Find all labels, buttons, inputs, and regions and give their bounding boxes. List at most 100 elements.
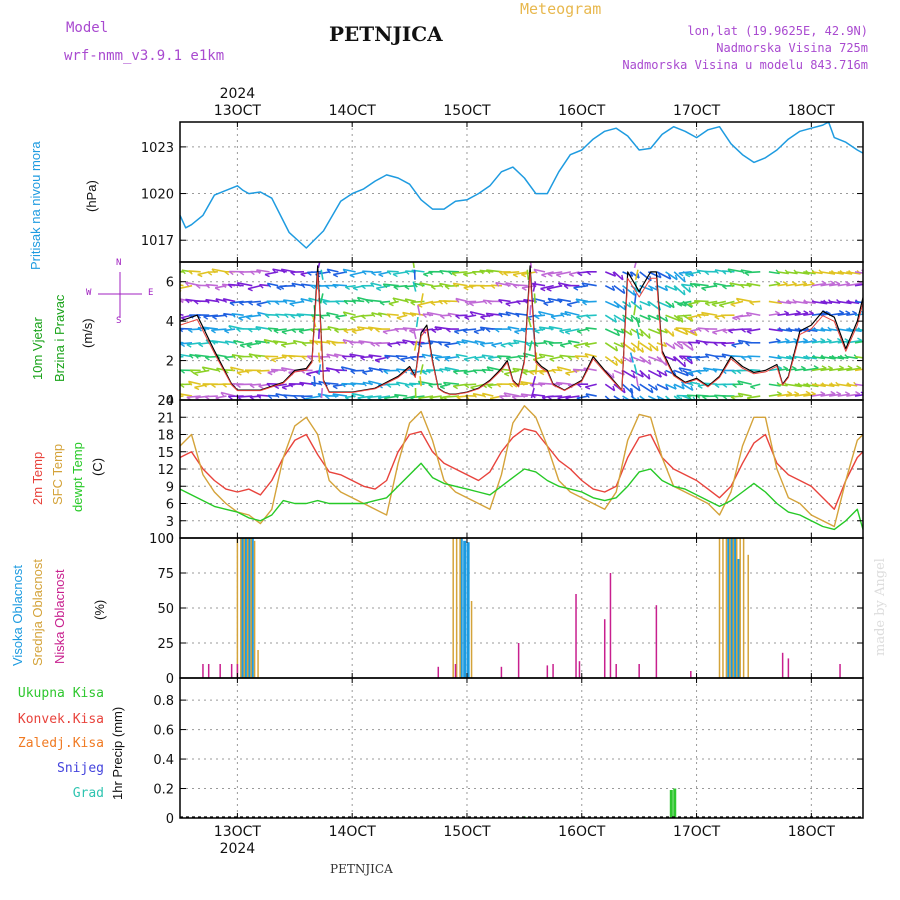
wind-arrow (416, 352, 419, 363)
wind-arrow-head (533, 343, 539, 348)
wind-arrow (731, 369, 744, 372)
wind-arrow (565, 395, 580, 399)
wind-arrow-head (207, 271, 213, 276)
wind-arrow-head (247, 328, 253, 333)
wind-arrow-head (310, 314, 316, 319)
wind-arrow (581, 282, 597, 287)
wind-arrow-head (704, 270, 710, 276)
wind-arrow-head (812, 354, 818, 360)
wind-arrow (523, 352, 537, 358)
wind-arrow-head (382, 331, 388, 335)
wind-arrow-head (667, 302, 672, 308)
wind-arrow (333, 271, 348, 276)
wind-arrow (768, 328, 783, 332)
wind-arrow-head (393, 286, 399, 291)
wind-arrow-head (220, 392, 225, 397)
wind-arrow-head (455, 354, 460, 359)
wind-arrow (794, 340, 808, 344)
model-altitude-label: Nadmorska Visina u modelu 843.716m (622, 58, 868, 72)
wind-arrow (636, 328, 640, 340)
wind-arrow (854, 355, 863, 359)
wind-arrow (639, 284, 653, 292)
wind-arrow-head (665, 384, 669, 390)
wind-arrow-head (386, 270, 392, 275)
wind-arrow-head (557, 397, 563, 400)
high-cloud-bar (463, 540, 467, 678)
wind-arrow (777, 393, 792, 397)
wind-arrow (317, 328, 321, 339)
wind-arrow (701, 284, 718, 289)
wind-arrow-head (672, 356, 677, 362)
wind-arrow-head (714, 316, 720, 320)
wind-arrow (811, 328, 826, 332)
wind-arrow-head (695, 339, 700, 345)
wind-arrow (777, 312, 789, 317)
wind-arrow-head (848, 327, 853, 332)
wind-speed-line (180, 265, 863, 395)
wind-arrow (229, 300, 244, 304)
wind-arrow (231, 313, 244, 317)
wind-arrow (854, 300, 863, 304)
wind-arrow-head (281, 354, 287, 360)
wind-arrow (529, 262, 533, 269)
wind-arrow (837, 300, 852, 305)
wind-arrow (630, 314, 641, 324)
wind-arrow (205, 339, 219, 344)
wind-arrow (557, 395, 571, 399)
wind-arrow-head (689, 381, 694, 387)
wind-arrow-head (327, 326, 332, 331)
wind-arrow (521, 284, 537, 289)
wind-arrow (811, 367, 827, 372)
wind-arrow-head (689, 330, 696, 334)
wind-arrow-head (264, 273, 270, 278)
wind-arrow-head (778, 327, 784, 332)
wind-arrow-head (404, 384, 410, 389)
wind-arrow (673, 271, 686, 283)
wind-arrow-head (839, 354, 845, 360)
wind-arrow-head (222, 298, 228, 304)
wind-arrow-head (472, 393, 477, 398)
wind-arrow-head (351, 299, 357, 305)
wind-arrow-head (555, 382, 561, 387)
wind-arrow-head (360, 356, 366, 361)
wind-arrow (469, 310, 485, 317)
low-cloud-bar (578, 661, 581, 678)
wind-arrow (533, 268, 546, 273)
wind-arrow (811, 355, 826, 360)
tick-label-layer: 1017102010230246036912151821240255075100… (141, 86, 835, 857)
y-tick-label: 0.2 (153, 783, 174, 798)
wind-arrow-head (632, 347, 636, 353)
wind-arrow-head (684, 371, 689, 376)
wind-arrow (846, 383, 858, 387)
wind-arrow-head (222, 313, 228, 318)
wind-arrow (613, 285, 626, 295)
wind-arrow-head (402, 312, 407, 317)
wind-arrow (443, 395, 459, 398)
temp-label-sfc: SFC Temp (50, 443, 65, 505)
wind-arrow (622, 369, 636, 379)
wind-arrow-head (411, 269, 416, 275)
wind-arrow (205, 298, 218, 303)
wind-arrow (349, 353, 365, 358)
wind-arrow-head (383, 370, 389, 375)
wind-arrow-head (341, 355, 347, 360)
wind-arrow-head (395, 368, 401, 374)
wind-arrow (503, 392, 520, 397)
wind-arrow-head (505, 282, 510, 288)
wind-arrow (604, 271, 616, 277)
wind-arrow (315, 281, 321, 292)
wind-arrow-head (548, 326, 553, 331)
wind-arrow-head (731, 370, 737, 375)
legend-graupel: Grad (72, 786, 104, 801)
wind-arrow-head (793, 338, 799, 342)
wind-arrow-head (521, 273, 527, 278)
wind-arrow-head (677, 303, 683, 307)
wind-arrow-head (365, 299, 370, 304)
wind-arrow (310, 328, 322, 331)
wind-arrow-head (324, 395, 330, 400)
wind-arrow-head (838, 365, 844, 369)
wind-arrow (682, 383, 694, 392)
wind-arrow-head (621, 370, 625, 376)
wind-arrow-head (584, 353, 589, 359)
wind-arrow (463, 284, 477, 289)
